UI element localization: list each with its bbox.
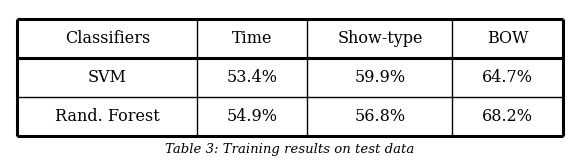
Text: 53.4%: 53.4%: [227, 69, 278, 86]
Text: SVM: SVM: [88, 69, 127, 86]
Text: Rand. Forest: Rand. Forest: [55, 108, 160, 125]
Text: 59.9%: 59.9%: [354, 69, 405, 86]
Text: Table 3: Training results on test data: Table 3: Training results on test data: [165, 143, 415, 156]
Text: 64.7%: 64.7%: [482, 69, 533, 86]
Text: Time: Time: [232, 30, 273, 47]
Text: Show-type: Show-type: [337, 30, 423, 47]
Text: 56.8%: 56.8%: [354, 108, 405, 125]
Text: 54.9%: 54.9%: [227, 108, 278, 125]
Text: Classifiers: Classifiers: [65, 30, 150, 47]
Text: BOW: BOW: [487, 30, 528, 47]
Text: 68.2%: 68.2%: [482, 108, 533, 125]
